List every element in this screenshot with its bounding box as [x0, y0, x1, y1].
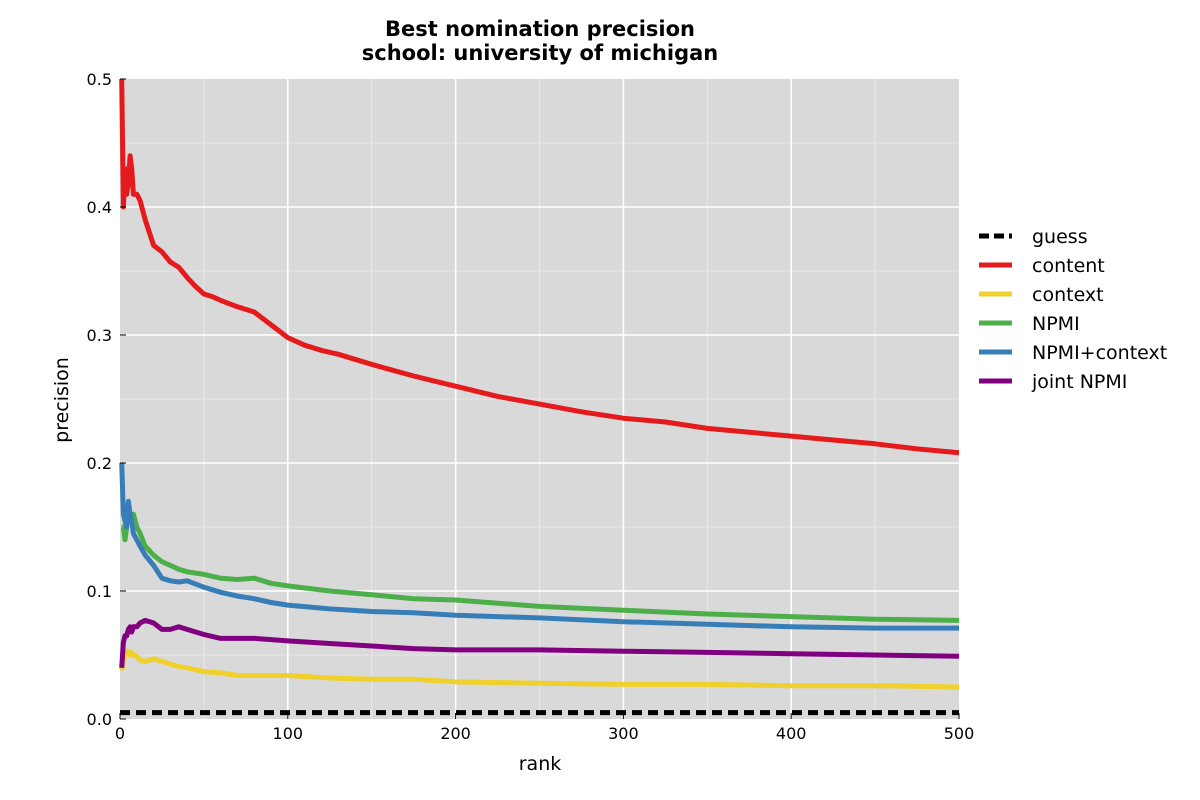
y-tick-label: 0.2 — [87, 454, 112, 473]
y-tick-label: 0.3 — [87, 326, 112, 345]
legend-label: NPMI+context — [1032, 342, 1167, 364]
legend: guess content context NPMI NPMI+context joint… — [979, 226, 1167, 393]
y-tick-label: 0.5 — [87, 70, 112, 89]
x-tick-label: 200 — [440, 724, 471, 743]
legend-label: context — [1032, 284, 1104, 306]
legend-label: content — [1032, 255, 1105, 277]
x-tick-label: 500 — [944, 724, 975, 743]
series-line-content — [119, 78, 960, 456]
chart-title: Best nomination precision — [385, 17, 695, 41]
y-tick-label: 0.0 — [87, 710, 112, 729]
x-tick-label: 400 — [776, 724, 807, 743]
legend-label: joint NPMI — [1031, 371, 1127, 393]
chart-subtitle: school: university of michigan — [362, 41, 719, 65]
x-axis-label: rank — [519, 753, 562, 775]
y-tick-label: 0.1 — [87, 582, 112, 601]
x-tick-label: 100 — [273, 724, 304, 743]
legend-label: NPMI — [1032, 313, 1080, 335]
legend-label: guess — [1032, 226, 1088, 248]
series-line-context — [119, 648, 960, 690]
y-axis-label: precision — [51, 357, 73, 443]
series-line-npmi-context — [119, 462, 959, 631]
x-tick-label: 300 — [608, 724, 639, 743]
series-line-joint-npmi — [119, 617, 960, 668]
y-tick-label: 0.4 — [87, 198, 112, 217]
x-tick-label: 0 — [115, 724, 125, 743]
